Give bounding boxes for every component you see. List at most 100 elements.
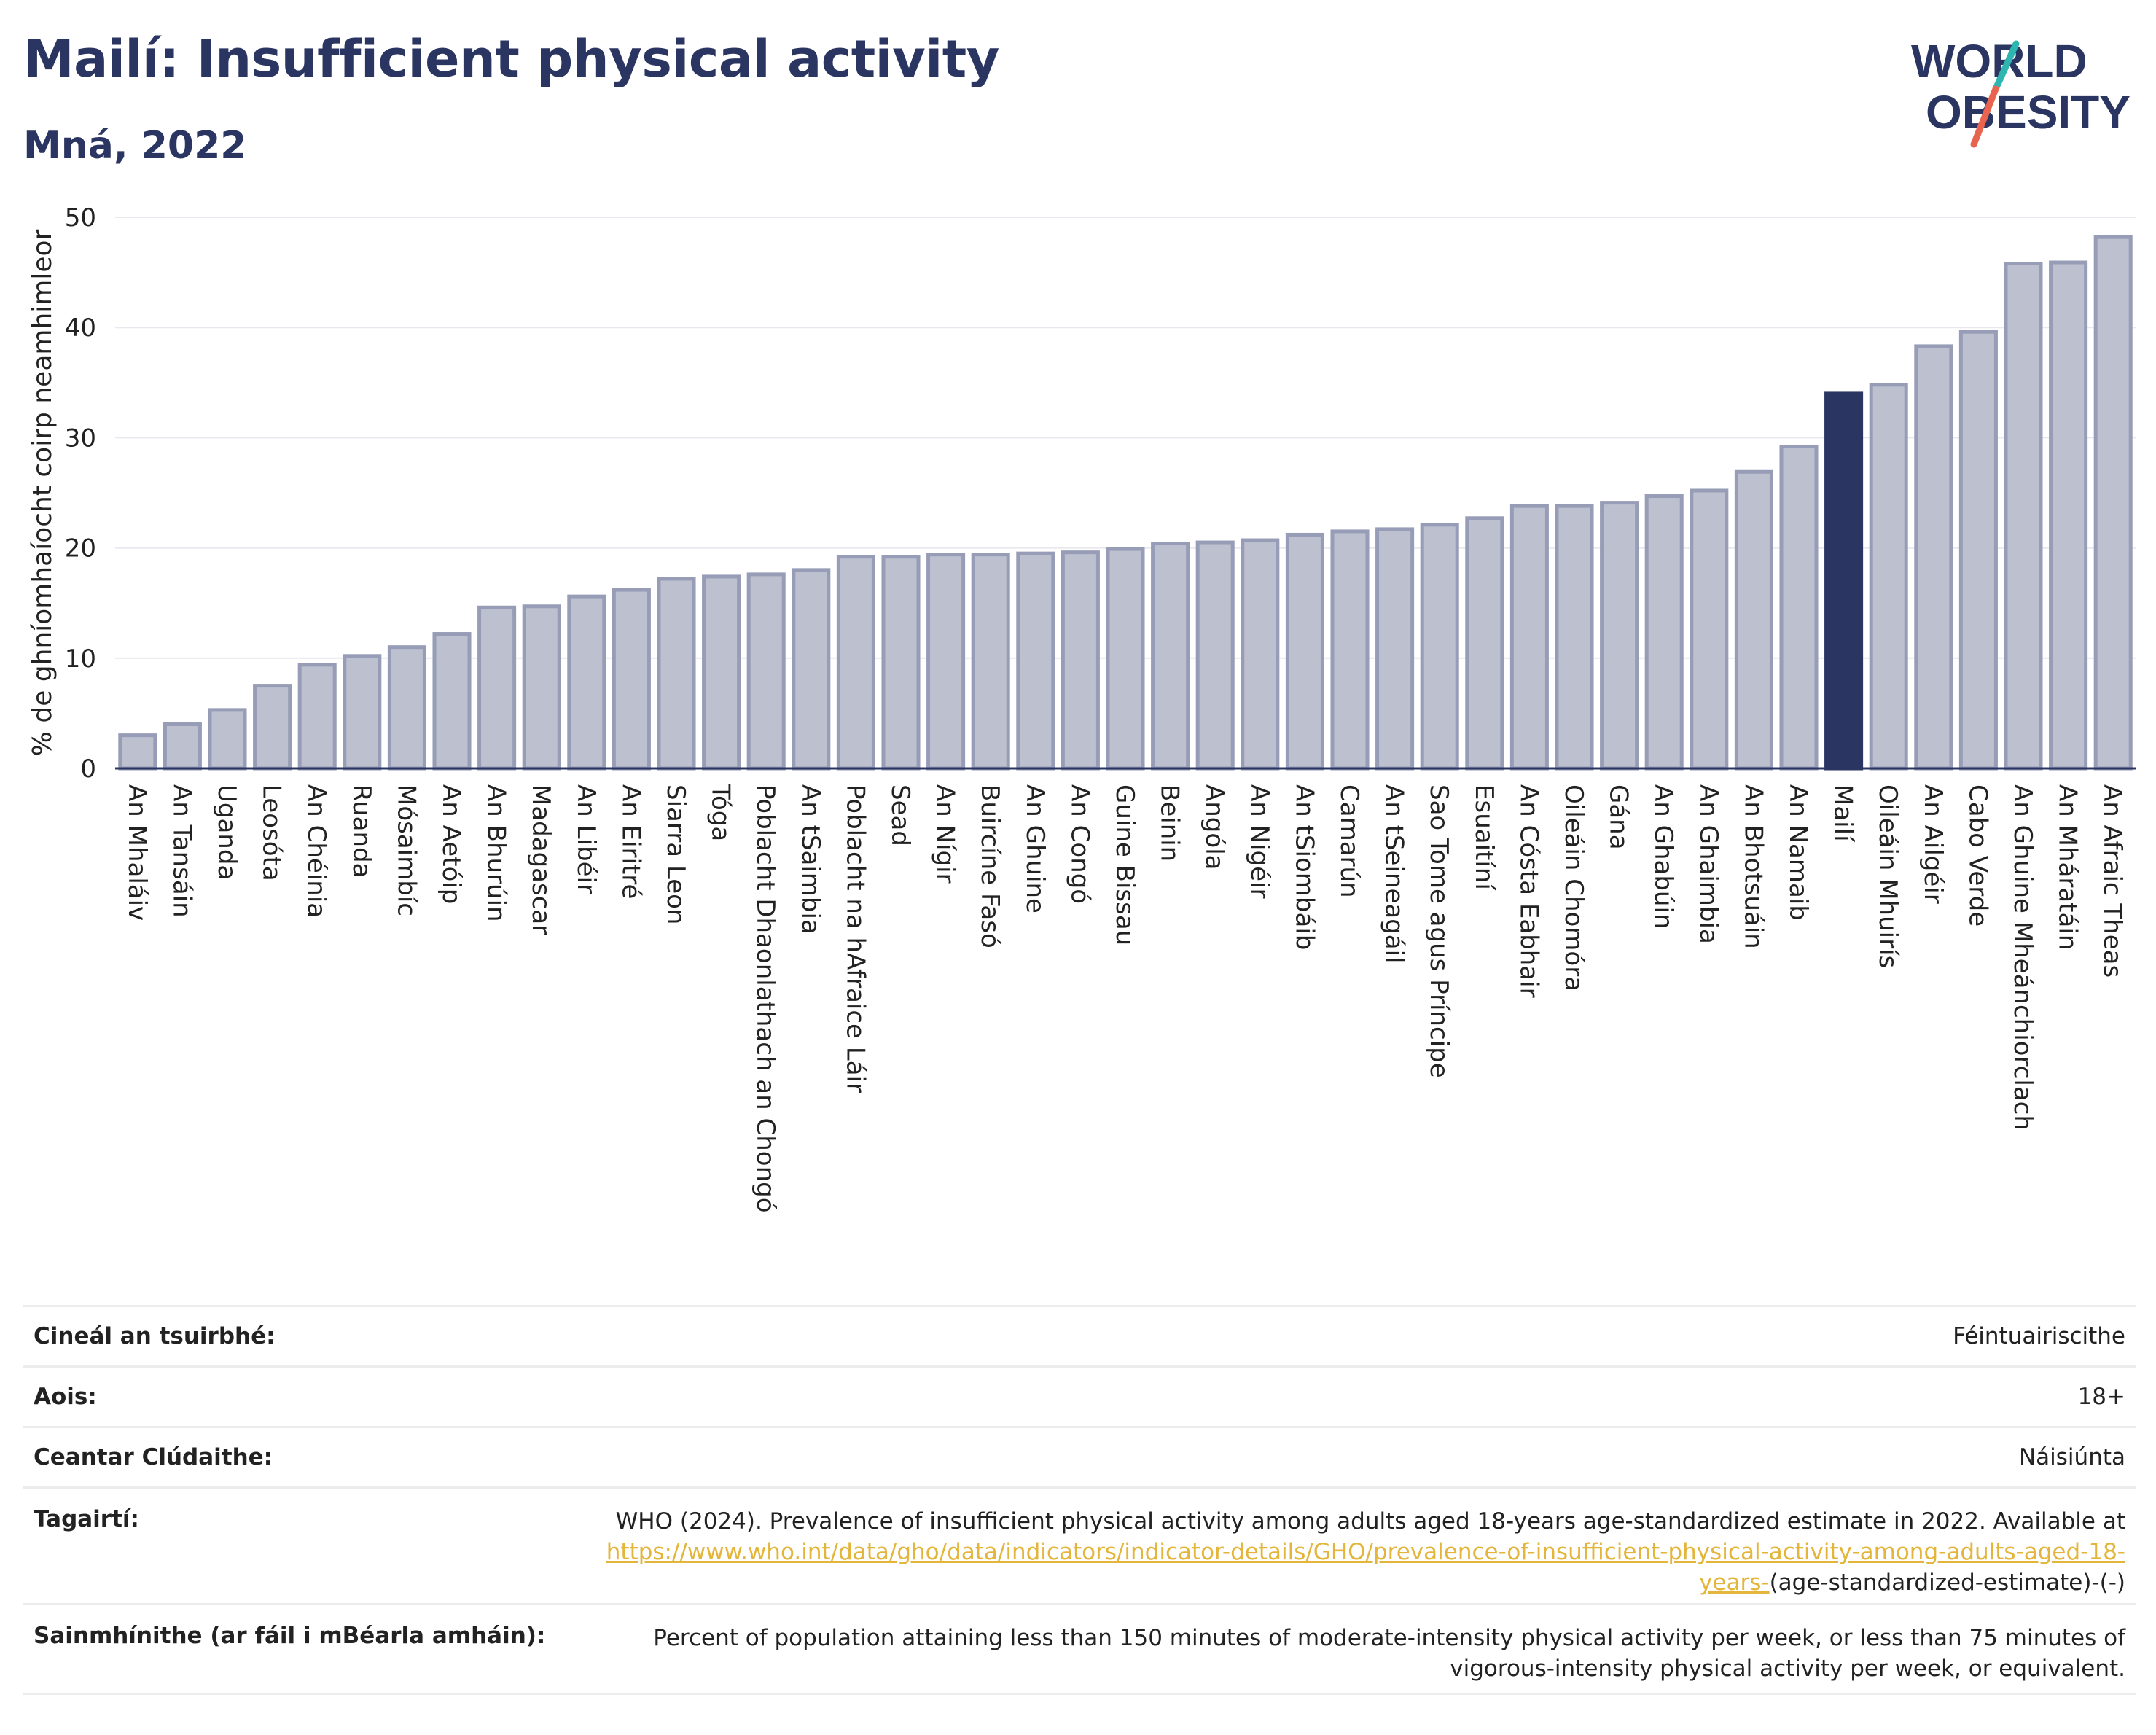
bar: [1509, 504, 1549, 771]
x-tick-label: An Bhotsuáin: [1738, 784, 1768, 949]
x-tick-label: An tSiombáib: [1289, 784, 1319, 950]
page-title: Mailí: Insufficient physical activity: [23, 29, 999, 89]
x-tick-label: An Aetóip: [437, 784, 466, 904]
bar: [1465, 516, 1504, 771]
bar: [297, 663, 337, 771]
bar: [1824, 391, 1864, 771]
bar: [1779, 444, 1819, 771]
bar: [1151, 542, 1190, 771]
coverage-row: Ceantar Clúdaithe: Náisiúnta: [23, 1426, 2136, 1486]
x-tick-label: An Tansáin: [167, 784, 196, 918]
bar: [1644, 494, 1684, 771]
y-tick-label: 40: [65, 313, 96, 343]
x-tick-label: An Ghuine Mheánchiorclach: [2008, 784, 2037, 1131]
bar: [477, 605, 517, 771]
bar: [1869, 383, 1908, 771]
x-tick-label: An Cósta Eabhair: [1514, 784, 1543, 998]
x-tick-label: Mósaimbíc: [391, 784, 421, 916]
survey-type-label: Cineál an tsuirbhé:: [34, 1323, 276, 1349]
bar: [432, 632, 472, 771]
x-tick-label: Guine Bissau: [1110, 784, 1139, 946]
x-tick-label: Uganda: [212, 784, 241, 880]
bar: [208, 708, 247, 771]
definitions-row: Sainmhínithe (ar fáil i mBéarla amháin):…: [23, 1603, 2136, 1695]
bar: [163, 722, 202, 771]
x-tick-label: Poblacht na hAfraice Láir: [840, 784, 870, 1093]
x-tick-label: An Chéinia: [302, 784, 331, 918]
x-tick-label: An Nígir: [931, 784, 960, 884]
x-tick-label: Oileáin Mhuirís: [1873, 784, 1902, 968]
bar: [2004, 262, 2043, 771]
bar: [387, 645, 426, 771]
x-tick-label: Sead: [886, 784, 915, 846]
age-value: 18+: [2077, 1384, 2125, 1410]
x-tick-label: An Afraic Theas: [2098, 784, 2127, 978]
bar: [1734, 469, 1773, 771]
bar: [612, 588, 651, 771]
bar: [657, 577, 696, 771]
bar: [1958, 330, 1998, 771]
bar: [1195, 540, 1235, 771]
x-tick-label: An Mháratáin: [2053, 784, 2082, 950]
bar: [1420, 523, 1459, 771]
bar: [2049, 260, 2088, 771]
coverage-value: Náisiúnta: [2018, 1444, 2125, 1470]
x-tick-label: An Ailgéir: [1918, 784, 1948, 904]
bar: [1016, 551, 1055, 771]
x-tick-label: Gána: [1604, 784, 1633, 850]
bar: [881, 555, 921, 771]
x-tick-label: Cabo Verde: [1963, 784, 1992, 927]
y-tick-label: 50: [65, 203, 96, 233]
x-tick-label: Sao Tome agus Príncipe: [1424, 784, 1453, 1078]
x-tick-label: An Eiritré: [616, 784, 645, 899]
world-obesity-logo: WORLD OBESITY: [1911, 35, 2130, 148]
bar: [1285, 532, 1324, 771]
definitions-label: Sainmhínithe (ar fáil i mBéarla amháin):: [34, 1623, 546, 1649]
references-suffix: (age-standardized-estimate)-(-): [1769, 1570, 2125, 1596]
bar: [118, 733, 157, 771]
logo-slash-coral: [1970, 85, 1999, 148]
x-tick-label: Leosóta: [257, 784, 286, 881]
bar: [1375, 527, 1415, 771]
x-tick-label: An Mhaláiv: [122, 784, 152, 921]
references-link[interactable]: https://www.who.int/data/gho/data/indica…: [606, 1539, 2125, 1596]
x-tick-label: Poblacht Dhaonlathach an Chongó: [751, 784, 780, 1213]
y-tick-label: 10: [65, 644, 96, 674]
y-tick-label: 0: [80, 755, 96, 784]
info-table: Cineál an tsuirbhé: Féintuairiscithe Aoi…: [23, 1305, 2136, 1695]
page-subtitle: Mná, 2022: [23, 124, 247, 168]
bar: [702, 574, 741, 771]
x-tick-label: Esuaitíní: [1469, 784, 1499, 891]
references-label: Tagairtí:: [34, 1506, 139, 1532]
bar: [926, 553, 966, 771]
y-tick-label: 20: [65, 534, 96, 564]
x-tick-label: Oileáin Chomóra: [1559, 784, 1588, 991]
bar: [792, 568, 831, 771]
bar-chart: 0 10 20 30 40 50% de ghníomhaíocht coirp neam…: [28, 203, 2136, 1213]
age-label: Aois:: [34, 1384, 97, 1410]
bar: [971, 553, 1010, 771]
x-tick-label: An Congó: [1065, 784, 1094, 904]
x-tick-label: Siarra Leon: [661, 784, 690, 924]
x-tick-label: An tSeineagáil: [1380, 784, 1409, 964]
x-tick-label: Mailí: [1829, 784, 1858, 843]
x-tick-label: An Namaib: [1784, 784, 1813, 921]
age-row: Aois: 18+: [23, 1365, 2136, 1426]
coverage-label: Ceantar Clúdaithe:: [34, 1444, 273, 1470]
x-tick-label: Tóga: [706, 784, 735, 841]
logo-slash-teal: [1992, 40, 2020, 93]
bar: [836, 555, 875, 771]
bar: [1914, 344, 1953, 771]
x-tick-label: Buircíne Fasó: [975, 784, 1004, 948]
references-row: Tagairtí: WHO (2024). Prevalence of insu…: [23, 1486, 2136, 1603]
bar: [567, 594, 606, 771]
bar: [1600, 501, 1639, 771]
x-tick-label: An Ghuine: [1020, 784, 1050, 913]
bar: [1690, 488, 1729, 771]
x-tick-label: An Ghaimbia: [1694, 784, 1723, 944]
x-tick-label: Angóla: [1200, 784, 1229, 870]
references-value: WHO (2024). Prevalence of insufficient p…: [558, 1506, 2125, 1598]
bar: [1555, 504, 1594, 771]
bar: [1241, 538, 1280, 771]
references-text: WHO (2024). Prevalence of insufficient p…: [615, 1508, 2125, 1535]
